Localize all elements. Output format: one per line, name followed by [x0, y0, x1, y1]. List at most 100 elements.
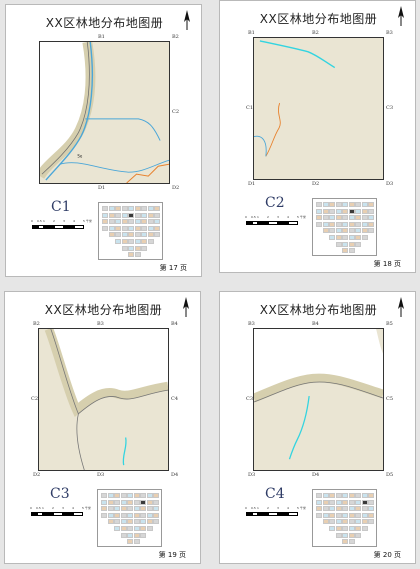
index-cell [335, 519, 342, 525]
index-cell [134, 225, 141, 231]
index-cell [329, 526, 335, 531]
index-cell [316, 493, 322, 498]
index-cell [342, 241, 348, 247]
scale-bar: 0 0.5 1 2 3 4 5 千米 [244, 506, 308, 520]
index-cell [335, 241, 342, 247]
index-cell [355, 202, 361, 207]
index-cell [342, 532, 348, 538]
scale-segment [288, 512, 298, 516]
index-cell [348, 506, 355, 512]
index-cell [361, 512, 368, 518]
north-arrow-icon [183, 297, 189, 317]
index-cell [355, 499, 361, 505]
index-cell [140, 499, 146, 505]
neighbor-label-tr: B5 [386, 321, 393, 327]
index-cell [335, 202, 342, 207]
scale-tick-label: 3 [63, 219, 65, 223]
index-cell [140, 526, 146, 531]
index-cell [102, 225, 108, 231]
scale-segment [278, 221, 288, 225]
index-cell [133, 493, 140, 498]
index-cell [127, 519, 133, 525]
index-cell [322, 499, 329, 505]
index-cell [127, 526, 133, 531]
index-cell [154, 232, 160, 238]
index-cell [316, 506, 322, 512]
index-cell [141, 225, 147, 231]
index-cell [348, 248, 355, 254]
neighbor-label-mr: C3 [386, 105, 394, 111]
scale-tick-label: 4 [73, 219, 75, 223]
index-cell [120, 519, 127, 525]
index-cell [329, 519, 335, 525]
index-cell [134, 232, 141, 238]
index-cell [368, 228, 374, 234]
index-cell [322, 493, 329, 498]
index-cell [120, 526, 127, 531]
index-cell [114, 493, 120, 498]
index-cell [147, 212, 154, 218]
scale-bar: 0 0.5 1 2 3 4 5 千米 [244, 215, 308, 229]
neighbor-label-bc: D2 [312, 181, 320, 187]
index-cell [316, 512, 322, 518]
scale-tick-label: 1 [42, 506, 44, 510]
scale-segment [43, 512, 53, 516]
index-cell [102, 206, 108, 211]
scale-tick-label: 3 [277, 506, 279, 510]
index-cell [140, 512, 146, 518]
index-cell [128, 252, 134, 258]
index-cell [355, 221, 361, 227]
index-cell [114, 506, 120, 512]
index-cell [114, 512, 120, 518]
scale-tick-label: 3 [62, 506, 64, 510]
index-cell [114, 499, 120, 505]
index-cell [329, 202, 335, 207]
index-cell [141, 245, 147, 251]
index-cell [361, 221, 368, 227]
scale-tick-label: 5 千米 [297, 215, 306, 219]
index-cell [114, 526, 120, 531]
index-cell [102, 219, 108, 225]
index-cell [120, 506, 127, 512]
index-cell [133, 539, 140, 545]
index-cell [133, 499, 140, 505]
index-cell [355, 519, 361, 525]
index-cell [127, 499, 133, 505]
index-cell [348, 215, 355, 221]
index-cell [154, 219, 160, 225]
index-cell [154, 225, 160, 231]
index-cell [153, 506, 159, 512]
scale-segment [258, 512, 268, 516]
neighbor-label-mr: C4 [171, 396, 179, 402]
index-cell [348, 532, 355, 538]
neighbor-label-tl: B3 [248, 321, 255, 327]
index-map [98, 202, 163, 260]
index-cell [102, 212, 108, 218]
neighbor-label-br: D3 [386, 181, 394, 187]
scale-tick-label: 2 [52, 506, 54, 510]
scale-bar: 0 0.5 1 2 3 4 5 千米 [30, 219, 94, 233]
index-cell [127, 493, 133, 498]
sheet-label: C3 [50, 486, 70, 502]
index-cell [361, 499, 368, 505]
scale-bar: 0 0.5 1 2 3 4 5 千米 [29, 506, 93, 520]
neighbor-label-mr: C2 [172, 109, 180, 115]
scale-segment [37, 512, 43, 516]
scale-segment [54, 225, 64, 229]
index-cell [355, 235, 361, 240]
scale-tick-label: 0 [245, 506, 247, 510]
index-cell [329, 499, 335, 505]
index-cell [368, 208, 374, 214]
north-arrow-icon [398, 297, 404, 317]
map-frame [253, 37, 384, 180]
neighbor-label-tc: B1 [98, 34, 105, 40]
index-cell [147, 239, 154, 244]
index-cell [133, 532, 140, 538]
index-cell [107, 499, 114, 505]
scale-segment [31, 512, 37, 516]
index-cell [322, 506, 329, 512]
scale-segment [258, 221, 268, 225]
